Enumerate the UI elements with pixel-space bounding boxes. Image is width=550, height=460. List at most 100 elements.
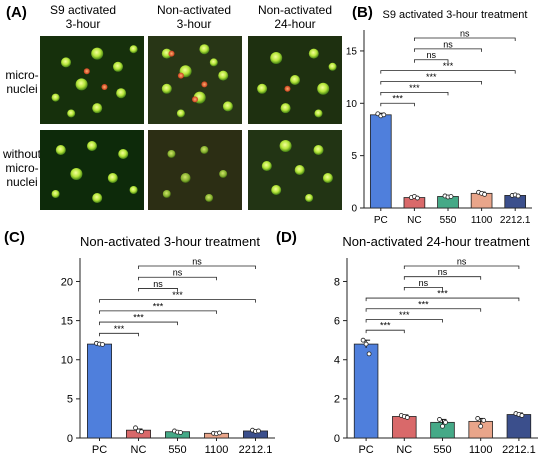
y-tick-label: 0 [334,433,340,445]
cell-nucleus [279,140,292,152]
cell-nucleus [270,52,283,64]
data-point [217,430,222,436]
cell-nucleus [161,48,172,59]
data-point [133,425,138,431]
x-tick-label: PC [92,444,107,456]
significance-bracket: ns [403,267,482,280]
cell-nucleus [61,57,71,68]
micrograph-tile [248,36,342,124]
data-point [360,337,366,343]
bar-PC [87,343,112,439]
cell-nucleus [51,190,60,198]
cell-nucleus [290,75,300,85]
significance-label: ns [192,257,202,267]
significance-label: ns [460,29,470,39]
significance-label: *** [399,310,410,320]
bracket-line [380,70,516,74]
significance-label: *** [114,324,125,334]
cell-nucleus [67,109,76,118]
significance-bracket: *** [365,321,405,334]
data-point [482,191,488,197]
significance-bracket: ns [414,29,516,41]
cell-nucleus [87,141,97,151]
micronucleus-image-panel: (A) S9 activated 3-hour Non-activated 3-hou… [2,3,342,210]
significance-label: ns [438,267,448,277]
y-tick-label: 8 [334,276,340,288]
bracket-line [414,37,516,41]
micronucleus-dot [177,72,184,79]
fluorescence-micrographs [40,36,342,210]
data-point [366,351,372,357]
bracket-line [365,308,482,312]
significance-bracket: *** [365,289,520,302]
y-tick-label: 10 [61,355,73,367]
significance-bracket: ns [138,268,217,281]
y-tick-label: 20 [61,276,73,288]
cell-nucleus [313,145,324,155]
bracket-line [99,332,139,337]
significance-bracket: ns [138,279,178,292]
cell-nucleus [261,161,272,171]
x-tick-label: PC [358,444,373,456]
micronucleus-dot [284,85,291,92]
micronucleus-dot [101,84,108,91]
cell-nucleus [322,173,333,183]
x-tick-label: 2212.1 [500,215,531,226]
x-tick-label: NC [407,215,421,226]
x-tick-label: NC [396,444,412,456]
chart-non-activated-3-hour: (C) Non-activated 3-hour treatment 0 5 10 15 2… [4,229,275,456]
micrograph-tile [40,36,144,124]
cell-nucleus [314,109,323,118]
data-point [256,428,261,434]
significance-label: *** [409,83,420,93]
cell-nucleus [92,193,103,203]
significance-bracket: *** [99,313,178,326]
cell-nucleus [271,185,282,195]
bracket-line [138,265,256,269]
image-column-headers: S9 activated 3-hour Non-activated 3-hour Non… [50,3,332,31]
bar-PC [369,114,392,209]
bar-NC [392,416,417,439]
significance-label: *** [153,301,164,311]
y-tick-label: 2 [334,394,340,406]
bracket-line [365,297,520,302]
x-tick-label: 550 [440,215,457,226]
bracket-line [365,319,443,323]
data-point [139,429,144,435]
y-tick-label: 5 [67,394,73,406]
cell-nucleus [167,150,176,158]
cell-nucleus [176,109,185,118]
significance-label: ns [173,268,183,278]
data-point [100,342,105,347]
significance-label: *** [133,313,144,323]
y-tick-label: 10 [346,99,358,110]
significance-bracket: *** [99,324,139,337]
data-point [381,112,387,118]
data-point [178,430,183,435]
cell-nucleus [118,149,129,159]
chart-non-activated-24-hour: (D) Non-activated 24-hour treatment 0 2 4 6 8 P… [276,229,538,456]
bracket-line [380,91,449,96]
y-tick-label: 4 [334,355,340,367]
significance-label: *** [437,289,448,299]
significance-bracket: ns [138,257,256,269]
significance-label: *** [426,72,437,82]
bracket-line [99,299,256,303]
row-header-micronuclei: micro-nuclei [5,68,38,96]
significance-bracket: *** [99,290,256,303]
significance-bracket: *** [380,83,449,96]
column-header: Non-activated 24-hour [258,3,332,31]
x-tick-label: 2212.1 [502,444,536,456]
cell-nucleus [199,44,210,55]
panel-letter: (B) [352,4,373,21]
cell-nucleus [205,194,214,202]
y-tick-label: 15 [61,315,73,327]
chart-s9-activated-3-hour: (B) S9 activated 3-hour treatment 0 5 10 15 PC… [346,4,532,226]
cell-nucleus [161,83,172,94]
significance-bracket: *** [380,94,415,107]
significance-label: *** [172,290,183,300]
significance-bracket: ns [403,257,520,269]
data-point [515,193,521,199]
micrograph-background [40,36,144,124]
cell-nucleus [200,146,209,154]
